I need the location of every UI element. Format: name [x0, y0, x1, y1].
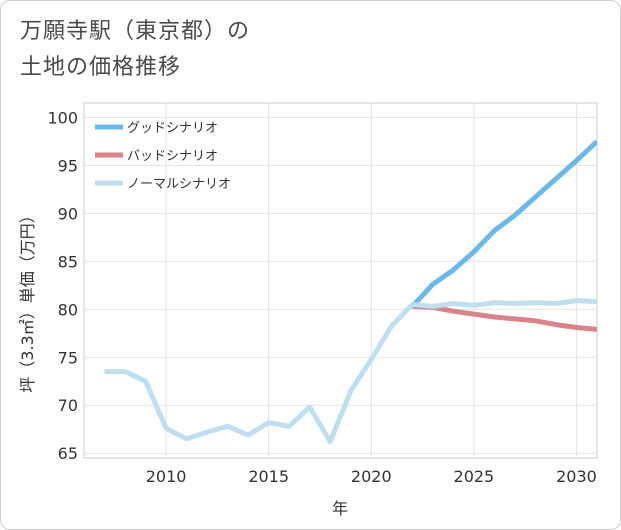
- x-tick-labels: 2010 2015 2020 2025 2030: [146, 467, 597, 486]
- y-tick-label: 90: [58, 204, 78, 223]
- x-tick-label: 2020: [351, 467, 392, 486]
- y-tick-label: 65: [58, 444, 78, 463]
- y-tick-label: 75: [58, 348, 78, 367]
- x-tick-label: 2030: [556, 467, 597, 486]
- x-tick-label: 2015: [248, 467, 289, 486]
- series-line-3: [104, 298, 597, 445]
- y-tick-label: 100: [47, 108, 78, 127]
- series-line-1: [410, 139, 597, 309]
- x-tick-label: 2025: [454, 467, 495, 486]
- y-tick-label: 95: [58, 156, 78, 175]
- chart-title-line1: 万願寺駅（東京都）の: [20, 19, 251, 44]
- legend-label: ノーマルシナリオ: [127, 177, 231, 192]
- x-tick-label: 2010: [146, 467, 187, 486]
- chart-title: 万願寺駅（東京都）の 土地の価格推移: [20, 14, 250, 86]
- grid: [84, 103, 597, 458]
- plot-area: [83, 102, 598, 459]
- legend-label: グッドシナリオ: [127, 121, 218, 136]
- y-tick-label: 80: [58, 300, 78, 319]
- y-tick-labels: 65 70 75 80 85 90 95 100: [47, 108, 78, 463]
- series-lines: [104, 139, 597, 445]
- y-tick-label: 70: [58, 396, 78, 415]
- chart-title-line2: 土地の価格推移: [20, 55, 182, 80]
- series-line-2: [412, 303, 597, 332]
- legend-label: バッドシナリオ: [127, 149, 218, 164]
- y-axis-title: 坪（3.3㎡）単価（万円）: [18, 207, 37, 392]
- x-axis-title: 年: [332, 499, 348, 518]
- y-tick-label: 85: [58, 252, 78, 271]
